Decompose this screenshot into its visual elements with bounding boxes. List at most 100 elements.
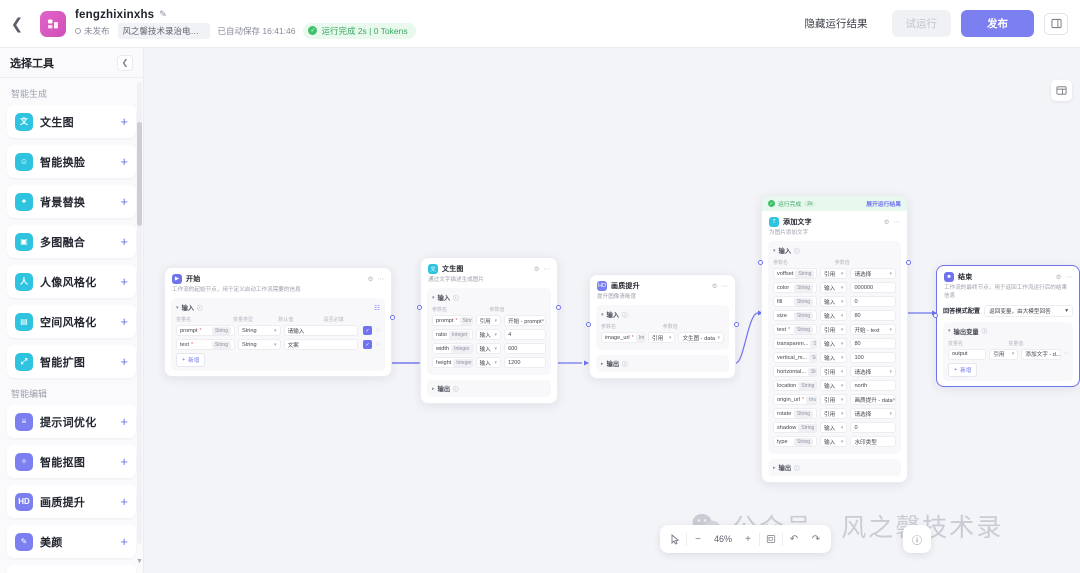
param-mode-select[interactable]: 引用 ▾ — [475, 315, 502, 327]
settings-icon[interactable]: ⚙ — [1055, 274, 1062, 281]
param-value-field[interactable]: north — [850, 380, 897, 392]
add-row-button[interactable]: + 新增 — [948, 362, 978, 377]
param-name-field[interactable]: text * String — [773, 324, 818, 336]
undo-icon[interactable]: ↶ — [789, 533, 799, 545]
node-input-port[interactable] — [417, 305, 422, 310]
section-header[interactable]: ▾ 输出变量 ⓘ — [948, 327, 1068, 336]
param-name-field[interactable]: shadow String — [773, 422, 818, 434]
answer-mode-select[interactable]: 返回变量，由大模型回答 ▾ — [984, 304, 1073, 317]
trial-run-button[interactable]: 试运行 — [891, 10, 951, 37]
param-mode-select[interactable]: 输入 ▾ — [820, 352, 848, 364]
param-mode-select[interactable]: 输入 ▾ — [475, 357, 502, 369]
param-name-field[interactable]: voffset String — [773, 268, 818, 280]
info-icon[interactable]: ⓘ — [794, 465, 800, 472]
param-mode-select[interactable]: 输入 ▾ — [820, 282, 848, 294]
param-mode-select[interactable]: 输入 ▾ — [820, 422, 848, 434]
param-mode-select[interactable]: 引用 ▾ — [648, 332, 676, 344]
info-icon[interactable]: ⓘ — [453, 295, 459, 302]
node-actions[interactable]: ⚙ ⋯ — [1056, 273, 1072, 281]
param-name-field[interactable]: height Integer — [432, 357, 473, 369]
param-value-field[interactable]: 4 — [504, 329, 546, 341]
param-name-field[interactable]: image_url*Image — [601, 332, 646, 344]
section-header[interactable]: ▾ 输入 ⓘ ☷ — [176, 303, 380, 313]
param-name-field[interactable]: location String — [773, 380, 818, 392]
param-name-field[interactable]: type String — [773, 436, 818, 448]
param-name-field[interactable]: prompt*String — [432, 315, 473, 327]
zoom-level-label[interactable]: 46% — [713, 534, 732, 544]
node-output-port[interactable] — [556, 305, 561, 310]
plus-icon[interactable]: + — [120, 114, 128, 129]
param-mode-select[interactable]: 引用 ▾ — [820, 366, 848, 378]
info-icon[interactable]: ⓘ — [453, 386, 459, 393]
param-name-field[interactable]: prompt*String — [176, 325, 235, 337]
param-value-field[interactable]: 000000 — [850, 282, 897, 294]
param-name-field[interactable]: color String — [773, 282, 818, 294]
plus-icon[interactable]: + — [120, 454, 128, 469]
workflow-node[interactable]: ▶ 开始 ⚙ ⋯ 工作流的起始节点，用于定义启动工作流需要的信息 ▾ 输入 ⓘ ☷ 变量名 变量类型… — [164, 267, 392, 378]
sidebar-tool-card[interactable]: 文文生图 + — [7, 105, 136, 138]
plus-icon[interactable]: + — [120, 274, 128, 289]
param-mode-select[interactable]: 引用 ▾ — [820, 408, 848, 420]
info-icon[interactable]: ⓘ — [197, 305, 203, 312]
param-mode-select[interactable]: 输入 ▾ — [820, 310, 848, 322]
help-icon[interactable]: ⓘ — [903, 525, 931, 553]
plus-icon[interactable]: + — [120, 314, 128, 329]
zoom-in-button[interactable]: + — [745, 533, 751, 545]
param-name-field[interactable]: origin_url*Image — [773, 394, 818, 406]
param-name-field[interactable]: fill String — [773, 296, 818, 308]
more-icon[interactable]: ⋯ — [721, 283, 729, 290]
sidebar-scrollbar-thumb[interactable] — [137, 122, 142, 226]
param-name-field[interactable]: rotate String — [773, 408, 818, 420]
param-value-field[interactable]: 请选择 ▾ — [850, 268, 897, 280]
param-mode-select[interactable]: 输入 ▾ — [820, 380, 848, 392]
param-value-field[interactable]: 请选择 ▾ — [850, 366, 897, 378]
param-value-field[interactable]: 开始 - text ▾ — [850, 324, 897, 336]
param-type-select[interactable]: String ▾ — [237, 339, 281, 351]
param-value-field[interactable]: 文生图 - data ▾ — [678, 332, 725, 344]
sidebar-collapse-icon[interactable]: ❮ — [117, 54, 133, 71]
section-header[interactable]: ▾ 输入 ⓘ — [601, 310, 724, 320]
layout-panel-icon[interactable] — [1044, 12, 1068, 35]
edit-icon[interactable]: ✎ — [159, 9, 167, 19]
param-name-field[interactable]: width Integer — [432, 343, 473, 355]
node-actions[interactable]: ⚙ ⋯ — [712, 282, 728, 290]
sidebar-tool-card[interactable]: ☺ 智能换脸 + — [7, 145, 136, 178]
param-mode-select[interactable]: 输入 ▾ — [820, 296, 848, 308]
workflow-node[interactable]: 文文生图⚙⋯通过文字描述生成图片▾输入ⓘ参数名参数值prompt*String引… — [420, 257, 558, 405]
workflow-canvas[interactable]: ▶ 开始 ⚙ ⋯ 工作流的起始节点，用于定义启动工作流需要的信息 ▾ 输入 ⓘ ☷ 变量名 变量类型… — [144, 48, 1080, 573]
info-icon[interactable]: ⓘ — [794, 248, 800, 255]
param-mode-select[interactable]: 输入 ▾ — [820, 436, 848, 448]
param-value-field[interactable]: 0 — [850, 296, 897, 308]
param-name-field[interactable]: text * String — [176, 339, 235, 351]
node-actions[interactable]: ⚙ ⋯ — [534, 265, 550, 273]
settings-icon[interactable]: ⚙ — [367, 276, 374, 283]
param-name-field[interactable]: output — [948, 348, 987, 360]
required-toggle[interactable]: ✓ — [363, 340, 373, 350]
sidebar-tool-card[interactable]: ▤ 空间风格化 + — [7, 305, 136, 338]
param-value-field[interactable]: 0 — [850, 422, 897, 434]
more-icon[interactable]: ⋯ — [893, 219, 901, 226]
param-default-field[interactable]: 文案 — [283, 339, 359, 351]
param-default-field[interactable]: 请输入 — [283, 325, 359, 337]
node-output-section[interactable]: ▸ 输出 ⓘ — [596, 355, 729, 373]
redo-icon[interactable]: ↷ — [811, 533, 821, 545]
info-icon[interactable]: ⓘ — [622, 361, 628, 368]
workspace-chip[interactable]: 风之馨技术录治电困... — [117, 22, 210, 39]
sidebar-tool-card[interactable]: HD 画质提升 + — [7, 485, 136, 518]
param-mode-select[interactable]: 输入 ▾ — [475, 343, 502, 355]
plus-icon[interactable]: + — [120, 494, 128, 509]
param-value-field[interactable]: 水印类型 — [850, 436, 897, 448]
info-icon[interactable]: ⓘ — [622, 312, 628, 319]
section-header[interactable]: ▾ 输入 ⓘ — [432, 293, 546, 303]
node-output-section[interactable]: ▸ 输出 ⓘ — [427, 380, 551, 398]
param-mode-select[interactable]: 输入 ▾ — [475, 329, 502, 341]
plus-icon[interactable]: + — [120, 234, 128, 249]
settings-icon[interactable]: ⚙ — [711, 283, 718, 290]
param-name-field[interactable]: vertical_m...String — [773, 352, 818, 364]
param-value-field[interactable]: 80 — [850, 310, 897, 322]
node-output-port[interactable] — [734, 322, 739, 327]
param-name-field[interactable]: size String — [773, 310, 818, 322]
param-value-field[interactable]: 请选择 ▾ — [850, 408, 897, 420]
sidebar-tool-card[interactable]: I拉伸修复+ — [7, 565, 136, 573]
node-input-port[interactable] — [758, 260, 763, 265]
